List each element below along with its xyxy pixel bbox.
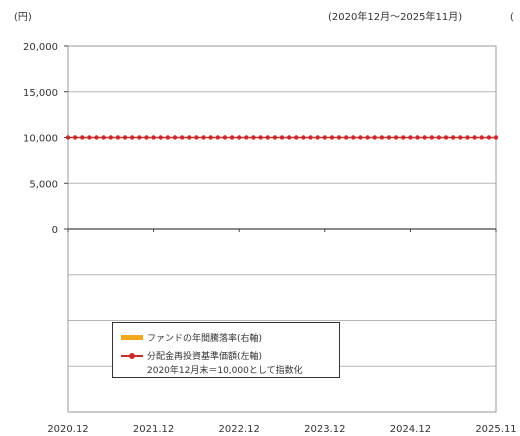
- series-point-nav: [294, 135, 299, 140]
- series-point-nav: [258, 135, 263, 140]
- period-label: (2020年12月～2025年11月): [328, 10, 462, 23]
- legend-dot-marker: [129, 352, 135, 359]
- series-point-nav: [286, 135, 292, 140]
- series-point-nav: [315, 135, 320, 140]
- series-point-nav: [408, 135, 413, 140]
- axis-layer: [64, 45, 497, 413]
- series-point-nav: [301, 135, 306, 140]
- series-point-nav: [422, 135, 427, 140]
- legend-label-annual-return: ファンドの年間騰落率(右軸): [147, 334, 263, 344]
- legend-item-annual-return: ファンドの年間騰落率(右軸): [121, 331, 262, 344]
- legend-line-swatch: [121, 352, 143, 359]
- series-layer: [65, 135, 499, 140]
- series-point-nav: [144, 135, 149, 140]
- x-tick-label: 2024.12: [390, 424, 431, 435]
- series-point-nav: [215, 135, 220, 140]
- y-tick-label: 0: [52, 225, 58, 236]
- series-point-nav: [493, 135, 499, 140]
- series-point-nav: [165, 135, 171, 140]
- y-tick-label: 5,000: [29, 179, 58, 190]
- x-tick-label: 2020.12: [47, 424, 88, 435]
- series-point-nav: [80, 135, 85, 140]
- series-point-nav: [372, 135, 377, 140]
- legend-item-nav: 分配金再投資基準価額(左軸): [121, 349, 262, 362]
- series-point-nav: [130, 135, 135, 140]
- series-point-nav: [179, 135, 185, 140]
- series-point-nav: [322, 135, 327, 140]
- x-tick-label: 2023.12: [304, 424, 345, 435]
- series-point-nav: [265, 135, 270, 140]
- series-point-nav: [279, 135, 285, 140]
- x-tick-label: 2021.12: [133, 424, 174, 435]
- series-point-nav: [137, 135, 142, 140]
- series-point-nav: [108, 135, 114, 140]
- series-point-nav: [379, 135, 385, 140]
- series-point-nav: [122, 135, 128, 140]
- series-point-nav: [386, 135, 392, 140]
- series-point-nav: [365, 135, 370, 140]
- series-point-nav: [151, 135, 156, 140]
- series-point-nav: [272, 135, 278, 140]
- series-point-nav: [72, 135, 78, 140]
- series-point-nav: [393, 135, 399, 140]
- series-point-nav: [344, 135, 349, 140]
- y-tick-label: 15,000: [23, 88, 58, 99]
- series-point-nav: [158, 135, 163, 140]
- label-layer: 20,000 15,000 10,000 5,000 0 2020.12 2021.12 20…: [23, 42, 517, 435]
- series-point-nav: [458, 135, 463, 140]
- series-point-nav: [308, 135, 313, 140]
- series-point-nav: [486, 135, 492, 140]
- series-point-nav: [115, 135, 121, 140]
- series-point-nav: [208, 135, 213, 140]
- series-point-nav: [94, 135, 99, 140]
- legend-note: 2020年12月末＝10,000として指数化: [147, 366, 303, 376]
- series-point-nav: [187, 135, 192, 140]
- series-point-nav: [472, 135, 477, 140]
- series-point-nav: [87, 135, 92, 140]
- series-point-nav: [222, 135, 228, 140]
- legend-label-nav: 分配金再投資基準価額(左軸): [147, 352, 263, 362]
- series-point-nav: [194, 135, 199, 140]
- series-point-nav: [237, 135, 242, 140]
- series-point-nav: [401, 135, 406, 140]
- series-point-nav: [251, 135, 256, 140]
- series-point-nav: [429, 135, 434, 140]
- series-point-nav: [229, 135, 235, 140]
- series-point-nav: [101, 135, 106, 140]
- series-point-nav: [351, 135, 356, 140]
- y-tick-label: 10,000: [23, 134, 58, 145]
- series-point-nav: [465, 135, 470, 140]
- legend: ファンドの年間騰落率(右軸) 分配金再投資基準価額(左軸) 2020年12月末＝…: [112, 322, 340, 378]
- series-point-nav: [479, 135, 484, 140]
- x-tick-label: 2025.11: [475, 424, 516, 435]
- series-point-nav: [201, 135, 206, 140]
- y-tick-label: 20,000: [23, 42, 58, 53]
- series-point-nav: [451, 135, 456, 140]
- legend-bar-swatch: [121, 335, 143, 340]
- series-point-nav: [443, 135, 449, 140]
- series-point-nav: [65, 135, 71, 140]
- series-point-nav: [172, 135, 178, 140]
- series-point-nav: [436, 135, 442, 140]
- series-point-nav: [415, 135, 420, 140]
- series-point-nav: [336, 135, 342, 140]
- series-point-nav: [358, 135, 363, 140]
- series-point-nav: [244, 135, 249, 140]
- y-unit-label: (円): [14, 12, 32, 23]
- right-edge-glyph: (: [510, 12, 514, 23]
- series-point-nav: [329, 135, 335, 140]
- x-tick-label: 2022.12: [219, 424, 260, 435]
